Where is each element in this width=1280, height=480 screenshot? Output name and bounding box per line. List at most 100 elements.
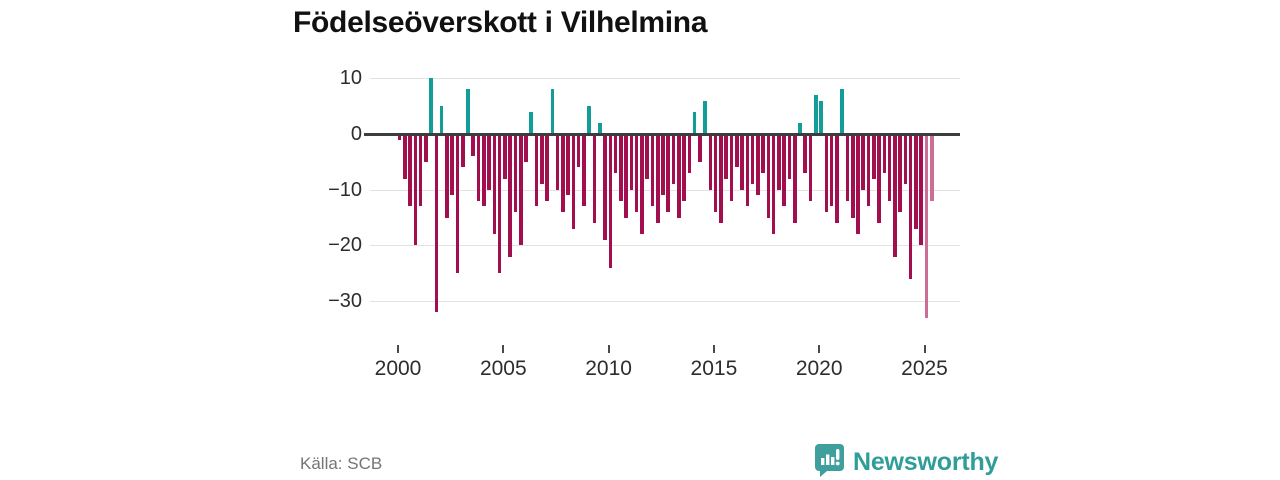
- brand-footer: Newsworthy: [814, 443, 998, 480]
- bar-2011-Q1: [629, 134, 634, 190]
- bar-2000-Q1: [397, 134, 402, 140]
- y-tick-label: 0: [350, 123, 362, 145]
- x-tick-label: 2000: [374, 357, 422, 380]
- bar-2013-Q1: [671, 134, 676, 185]
- bar-2001-Q3: [429, 78, 433, 134]
- x-tick-mark: [397, 345, 399, 353]
- chart-title: Födelseöverskott i Vilhelmina: [293, 6, 708, 39]
- bar-2008-Q2: [571, 134, 576, 229]
- bar-2021-Q1: [840, 89, 844, 134]
- bar-2022-Q3: [872, 134, 876, 179]
- bar-2003-Q3: [471, 134, 476, 157]
- bar-2003-Q4: [476, 134, 481, 201]
- x-tick-label: 2015: [690, 357, 738, 380]
- bar-2015-Q3: [724, 134, 729, 179]
- bar-2000-Q2: [402, 134, 407, 179]
- x-axis: 2000 2005 2010 2015 2020 2025: [370, 345, 960, 385]
- bar-2001-Q1: [418, 134, 423, 207]
- gridline: [370, 301, 960, 303]
- bar-2002-Q2: [445, 134, 449, 218]
- bar-2014-Q3: [703, 100, 707, 134]
- bar-2005-Q4: [518, 134, 523, 246]
- bar-2017-Q1: [756, 134, 760, 196]
- bar-2024-Q3: [914, 134, 918, 229]
- bar-2010-Q2: [613, 134, 618, 173]
- bar-2003-Q2: [466, 89, 470, 134]
- bar-2007-Q4: [561, 134, 565, 212]
- bar-2022-Q1: [861, 134, 866, 190]
- bar-2009-Q3: [597, 122, 602, 134]
- bar-2006-Q1: [524, 134, 528, 162]
- bar-2020-Q1: [819, 100, 823, 134]
- bar-2012-Q2: [655, 134, 660, 224]
- bar-2015-Q4: [729, 134, 734, 201]
- bar-2010-Q4: [624, 134, 628, 218]
- bar-2025-Q2: [929, 134, 934, 201]
- bar-2019-Q1: [798, 122, 802, 134]
- bar-2017-Q4: [771, 134, 776, 235]
- bar-2023-Q1: [882, 134, 887, 173]
- bar-2019-Q4: [814, 95, 818, 134]
- bar-2013-Q2: [677, 134, 681, 218]
- x-tick-mark: [818, 345, 821, 353]
- bar-2012-Q4: [666, 134, 671, 212]
- x-tick-label: 2020: [795, 357, 843, 380]
- bar-2006-Q2: [529, 111, 534, 134]
- bar-2008-Q3: [576, 134, 581, 168]
- bar-2004-Q3: [492, 134, 497, 235]
- bar-2005-Q3: [513, 134, 518, 212]
- bar-2001-Q2: [424, 134, 428, 162]
- bar-2023-Q4: [898, 134, 902, 212]
- x-tick-mark: [502, 345, 505, 353]
- bar-2021-Q3: [850, 134, 855, 218]
- bar-2004-Q2: [487, 134, 491, 190]
- source-note: Källa: SCB: [300, 454, 383, 473]
- bar-2008-Q1: [566, 134, 570, 196]
- gridline: [370, 78, 960, 80]
- bar-2017-Q2: [761, 134, 765, 173]
- bar-2020-Q2: [824, 134, 829, 212]
- bar-2020-Q4: [835, 134, 839, 224]
- brand-wordmark: Newsworthy: [853, 448, 999, 476]
- bar-2023-Q3: [893, 134, 897, 257]
- bar-2010-Q3: [619, 134, 623, 201]
- bar-2024-Q1: [903, 134, 908, 185]
- bar-2002-Q4: [455, 134, 460, 274]
- gridline: [370, 245, 960, 247]
- bar-2016-Q1: [734, 134, 739, 168]
- x-tick-label: 2010: [585, 357, 632, 380]
- bar-2019-Q3: [808, 134, 813, 201]
- bar-2011-Q2: [634, 134, 639, 212]
- bar-2016-Q4: [750, 134, 755, 185]
- plot-area: [364, 65, 960, 343]
- bar-2016-Q3: [745, 134, 750, 207]
- bar-2004-Q4: [497, 134, 502, 274]
- bar-2018-Q2: [782, 134, 786, 207]
- bar-2016-Q2: [740, 134, 744, 190]
- newsworthy-logo-icon: [814, 443, 845, 480]
- bar-2002-Q1: [439, 106, 444, 134]
- bar-2021-Q2: [845, 134, 850, 201]
- bar-2014-Q2: [698, 134, 702, 162]
- bar-2011-Q4: [645, 134, 649, 179]
- y-tick-label: −20: [328, 234, 362, 257]
- bar-2006-Q3: [534, 134, 539, 207]
- bar-2002-Q3: [450, 134, 454, 196]
- bar-2014-Q4: [708, 134, 713, 190]
- bar-2008-Q4: [582, 134, 586, 207]
- bar-2001-Q4: [434, 134, 439, 313]
- bar-2007-Q2: [550, 89, 555, 134]
- bar-2018-Q1: [777, 134, 781, 190]
- bar-2006-Q4: [539, 134, 544, 185]
- bar-2005-Q2: [508, 134, 512, 257]
- bar-2015-Q1: [713, 134, 718, 212]
- bar-2009-Q2: [592, 134, 597, 224]
- y-tick-label: −10: [328, 178, 362, 201]
- zero-line: [364, 133, 960, 136]
- bar-2012-Q3: [661, 134, 665, 196]
- bar-2007-Q1: [545, 134, 549, 201]
- bar-2024-Q2: [908, 134, 913, 279]
- bar-2009-Q4: [603, 134, 607, 240]
- bar-2022-Q4: [877, 134, 881, 224]
